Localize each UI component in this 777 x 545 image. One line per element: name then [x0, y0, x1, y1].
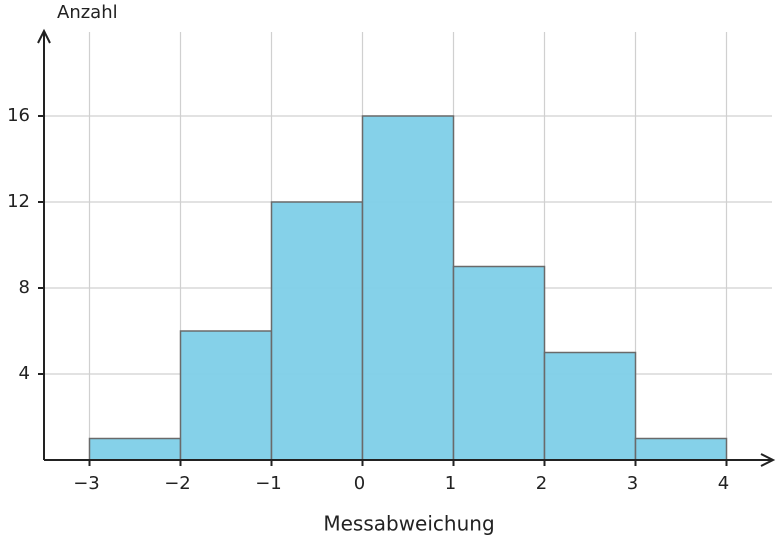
y-axis-label: Anzahl — [57, 2, 118, 23]
bar — [452, 265, 546, 461]
bar — [634, 437, 728, 461]
x-axis-arrow — [760, 453, 776, 467]
bar — [88, 437, 182, 461]
y-tick-label: 12 — [7, 191, 30, 212]
x-axis-label: Messabweichung — [323, 512, 494, 536]
x-tick-label: 1 — [445, 473, 456, 494]
bars — [88, 115, 728, 461]
axes — [37, 28, 776, 467]
x-tick-label: 4 — [718, 473, 729, 494]
y-axis-arrow — [37, 28, 51, 44]
bar — [543, 351, 637, 461]
x-tick-label: 3 — [627, 473, 638, 494]
x-tick-label: −1 — [255, 473, 282, 494]
x-tick-label: 2 — [536, 473, 547, 494]
bar — [361, 115, 455, 461]
x-tick-label: −3 — [73, 473, 100, 494]
y-tick-label: 8 — [19, 277, 30, 298]
y-tick-label: 16 — [7, 105, 30, 126]
bar — [270, 201, 364, 461]
y-tick-label: 4 — [19, 363, 30, 384]
x-tick-label: 0 — [354, 473, 365, 494]
x-tick-label: −2 — [164, 473, 191, 494]
bar — [179, 330, 273, 461]
